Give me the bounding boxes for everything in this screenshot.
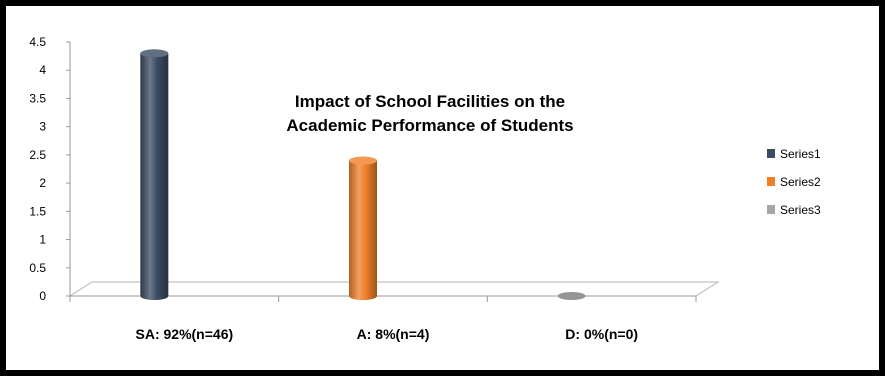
legend-label: Series3 <box>780 203 821 217</box>
bar-top <box>140 49 169 58</box>
y-tick-label: 3.5 <box>29 91 46 105</box>
legend-label: Series1 <box>780 147 821 161</box>
legend: Series1 Series2 Series3 <box>767 147 821 217</box>
legend-swatch <box>767 205 775 214</box>
y-tick-label: 3 <box>39 120 46 134</box>
x-tick-label: A: 8%(n=4) <box>357 326 430 342</box>
legend-swatch <box>767 149 775 158</box>
y-tick-label: 2 <box>39 176 46 190</box>
bar-body <box>140 53 169 301</box>
bar-top <box>349 156 377 165</box>
bar <box>349 156 377 300</box>
x-tick-label: SA: 92%(n=46) <box>136 326 234 342</box>
bar-chart: 0 0.5 1 1.5 2 2.5 3 3.5 4 4.5 Impact of School Fa… <box>29 35 821 342</box>
y-tick-label: 4.5 <box>29 35 46 49</box>
y-tick-label: 4 <box>39 63 46 77</box>
y-tick-label: 2.5 <box>29 148 46 162</box>
chart-title-line-2: Academic Performance of Students <box>286 116 573 135</box>
bar-top <box>557 292 586 300</box>
legend-swatch <box>767 177 775 186</box>
y-tick-label: 1 <box>39 233 46 247</box>
chart-title-line-1: Impact of School Facilities on the <box>295 92 565 111</box>
bar <box>557 292 586 300</box>
x-tick-label: D: 0%(n=0) <box>565 326 638 342</box>
y-tick-label: 1.5 <box>29 204 46 218</box>
chart-title: Impact of School Facilities on the Acade… <box>286 92 573 135</box>
y-tick-label: 0.5 <box>29 261 46 275</box>
legend-label: Series2 <box>780 175 821 189</box>
bar <box>140 49 169 301</box>
y-tick-label: 0 <box>39 289 46 303</box>
bar-body <box>349 160 377 300</box>
